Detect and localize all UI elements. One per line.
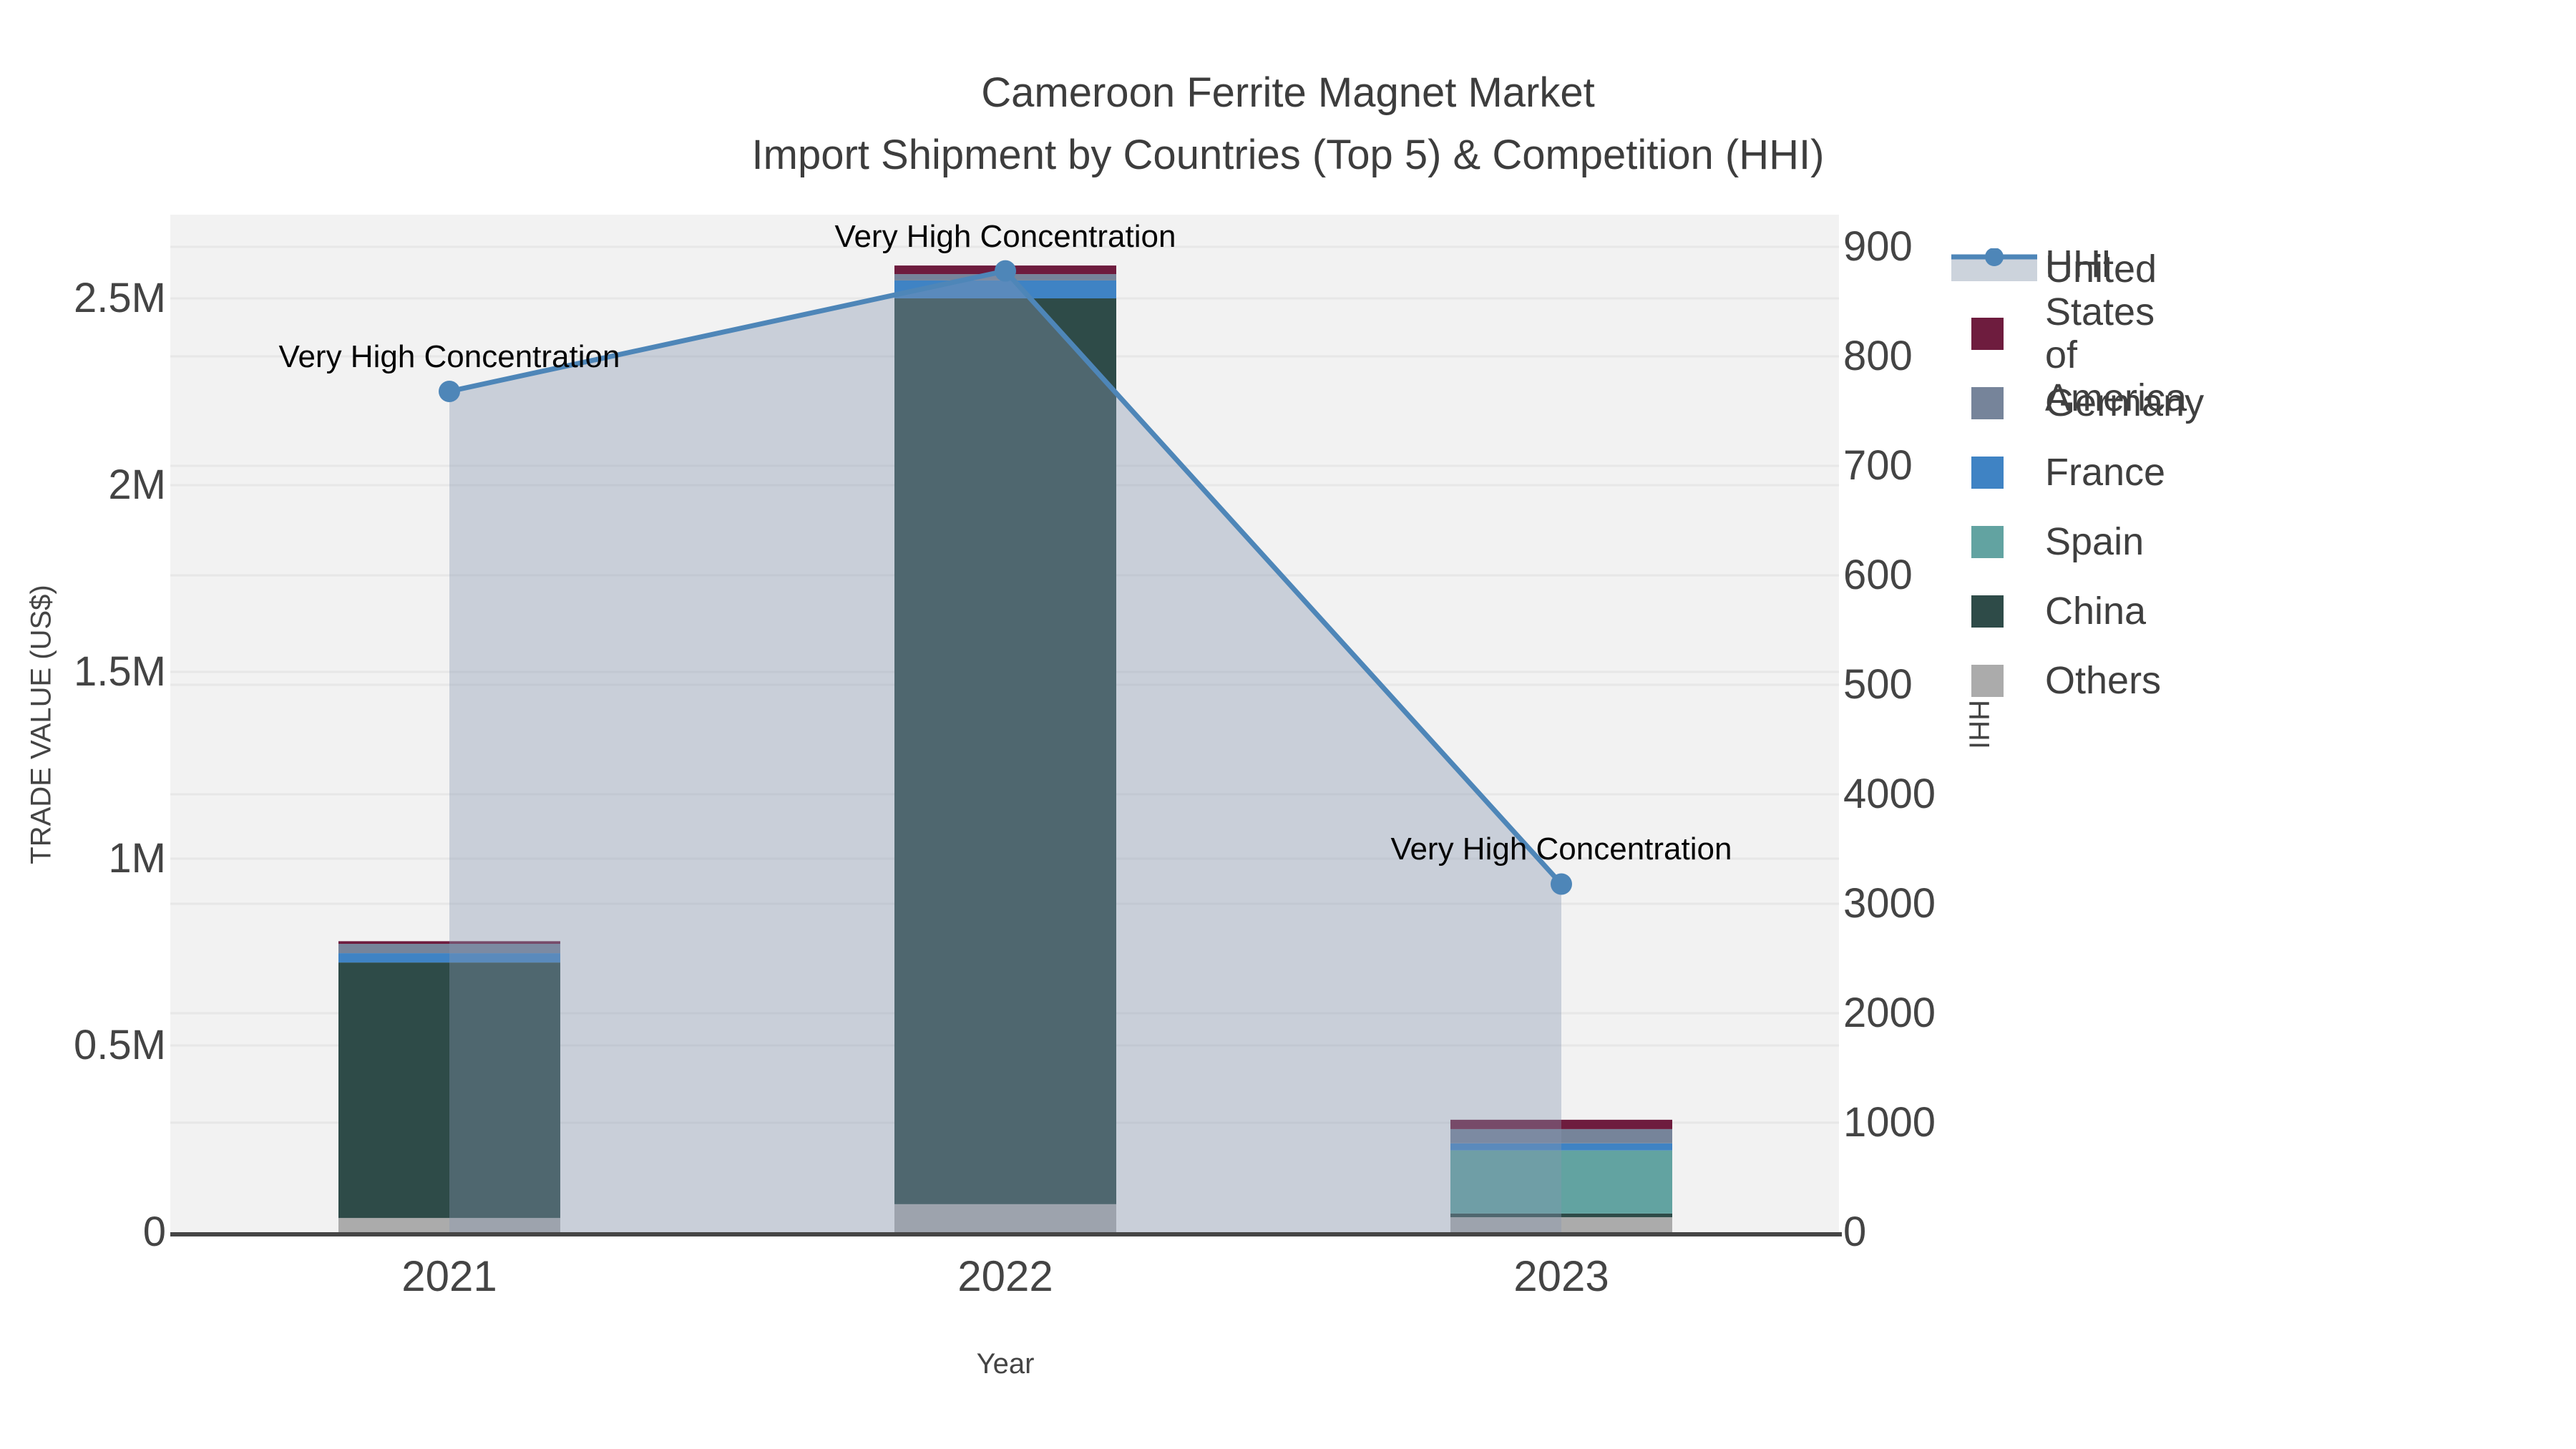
y-left-tick-2M: 2M [108,462,166,508]
chart-title-line2: Import Shipment by Countries (Top 5) & C… [751,132,1825,178]
legend-label: France [2045,451,2166,494]
bar-segment-spain-2023[interactable] [1450,1150,1672,1214]
x-tick-2023: 2023 [1513,1252,1609,1300]
legend-label: China [2045,590,2147,633]
legend-label: Spain [2045,520,2145,563]
annotation-2022: Very High Concentration [834,218,1176,254]
spain-swatch [1971,526,2004,558]
y-right-tick-1000: 1000 [1843,1099,1936,1146]
annotation-2021: Very High Concentration [278,338,620,374]
y-left-tick-0.5M: 0.5M [74,1022,166,1068]
y-right-tick-900: 900 [1843,223,1913,270]
bar-segment-united-states-of-america-2023[interactable] [1450,1119,1672,1129]
bar-segment-china-2021[interactable] [338,962,560,1219]
bar-segment-united-states-of-america-2021[interactable] [338,941,560,945]
y-right-tick-800: 800 [1843,333,1913,379]
y-right-tick-700: 700 [1843,442,1913,489]
y-right-tick-2000: 2000 [1843,990,1936,1036]
bar-segment-france-2021[interactable] [338,953,560,963]
hhi-point-2021[interactable] [439,380,460,402]
bar-segment-china-2023[interactable] [1450,1213,1672,1218]
annotation-2023: Very High Concentration [1390,831,1732,867]
x-tick-2022: 2022 [957,1252,1053,1300]
legend-label: HHI [2045,243,2112,286]
chart-title-line1: Cameroon Ferrite Magnet Market [981,69,1595,116]
germany-swatch [1971,387,2004,419]
y-axis-left-title: TRADE VALUE (US$) [25,585,57,864]
hhi-area-fill [449,270,1561,1232]
bar-segment-others-2021[interactable] [338,1218,560,1232]
bar-segment-others-2022[interactable] [894,1204,1116,1232]
x-axis-line [170,1232,1842,1236]
x-tick-2021: 2021 [401,1252,497,1300]
x-axis-title: Year [976,1348,1035,1380]
legend-label: United States of America [2045,248,2187,419]
bar-segment-germany-2023[interactable] [1450,1128,1672,1143]
hhi-legend-swatch [1951,248,2037,285]
legend-label: Others [2045,659,2162,702]
y-right-tick-500: 500 [1843,661,1913,708]
bar-segment-china-2022[interactable] [894,298,1116,1204]
others-swatch [1971,665,2004,697]
y-left-tick-1.5M: 1.5M [74,648,166,695]
y-right-tick-4000: 4000 [1843,771,1936,817]
hhi-point-2023[interactable] [1551,873,1572,895]
y-right-tick-3000: 3000 [1843,880,1936,927]
y-left-tick-0: 0 [142,1209,166,1255]
legend-label: Germany [2045,381,2205,424]
bar-segment-france-2023[interactable] [1450,1143,1672,1151]
bar-segment-germany-2021[interactable] [338,944,560,954]
china-swatch [1971,595,2004,628]
y-left-tick-1M: 1M [108,835,166,882]
france-swatch [1971,457,2004,489]
y-right-tick-0: 0 [1843,1209,1867,1255]
united-states-of-america-swatch [1971,318,2004,350]
y-right-tick-600: 600 [1843,552,1913,598]
bar-segment-others-2023[interactable] [1450,1217,1672,1232]
y-left-tick-2.5M: 2.5M [74,275,166,321]
hhi-point-2022[interactable] [995,260,1016,282]
